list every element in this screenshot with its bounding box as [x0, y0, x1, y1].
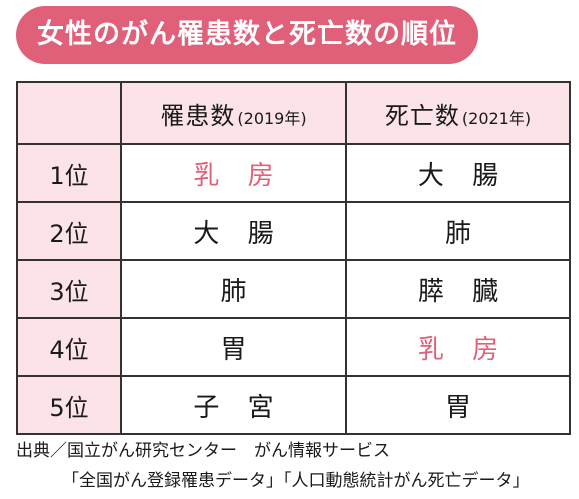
rank-label: 2位 [49, 219, 89, 248]
ranking-table: 罹患数 (2019年) 死亡数 (2021年) 1位 乳 房 大 腸 2位 大 腸 … [16, 81, 571, 435]
table-row: 2位 大 腸 肺 [16, 201, 571, 261]
rank-label: 4位 [49, 335, 89, 364]
table-row: 4位 胃 乳 房 [16, 317, 571, 377]
incidence-site: 子 宮 [193, 392, 284, 423]
rank-label: 5位 [49, 393, 89, 422]
mortality-header-label: 死亡数 [384, 101, 460, 130]
incidence-header-label: 罹患数 [160, 101, 236, 130]
rank-cell: 5位 [16, 375, 122, 435]
mortality-site: 肺 [444, 218, 471, 249]
table-row: 3位 肺 膵 臓 [16, 259, 571, 319]
source-datasets: 「全国がん登録罹患データ」「人口動態統計がん死亡データ」 [62, 471, 530, 491]
incidence-cell: 子 宮 [120, 375, 347, 435]
rank-label: 3位 [49, 277, 89, 306]
incidence-header-year: (2019年) [237, 108, 307, 128]
incidence-cell: 大 腸 [120, 201, 347, 261]
mortality-cell: 胃 [345, 375, 571, 435]
source-credit: 出典／国立がん研究センター がん情報サービス [16, 441, 390, 461]
incidence-header: 罹患数 (2019年) [120, 81, 347, 145]
mortality-cell: 膵 臓 [345, 259, 571, 319]
corner-cell [16, 81, 122, 145]
rank-cell: 3位 [16, 259, 122, 319]
mortality-site: 大 腸 [417, 160, 509, 191]
incidence-site: 乳 房 [193, 160, 284, 191]
mortality-cell: 肺 [345, 201, 571, 261]
rank-label: 1位 [49, 161, 89, 190]
mortality-site: 乳 房 [417, 334, 509, 365]
mortality-cell: 乳 房 [345, 317, 571, 377]
mortality-cell: 大 腸 [345, 143, 571, 203]
incidence-site: 大 腸 [193, 218, 284, 249]
incidence-site: 肺 [220, 276, 247, 307]
incidence-cell: 乳 房 [120, 143, 347, 203]
incidence-cell: 肺 [120, 259, 347, 319]
table-header-row: 罹患数 (2019年) 死亡数 (2021年) [16, 81, 571, 145]
rank-cell: 4位 [16, 317, 122, 377]
mortality-site: 胃 [444, 392, 471, 423]
mortality-header-year: (2021年) [461, 108, 532, 128]
table-row: 1位 乳 房 大 腸 [16, 143, 571, 203]
incidence-site: 胃 [220, 334, 247, 365]
rank-cell: 2位 [16, 201, 122, 261]
rank-cell: 1位 [16, 143, 122, 203]
table-row: 5位 子 宮 胃 [16, 375, 571, 435]
incidence-cell: 胃 [120, 317, 347, 377]
mortality-site: 膵 臓 [417, 276, 509, 307]
page-title: 女性のがん罹患数と死亡数の順位 [16, 6, 478, 64]
mortality-header: 死亡数 (2021年) [345, 81, 571, 145]
